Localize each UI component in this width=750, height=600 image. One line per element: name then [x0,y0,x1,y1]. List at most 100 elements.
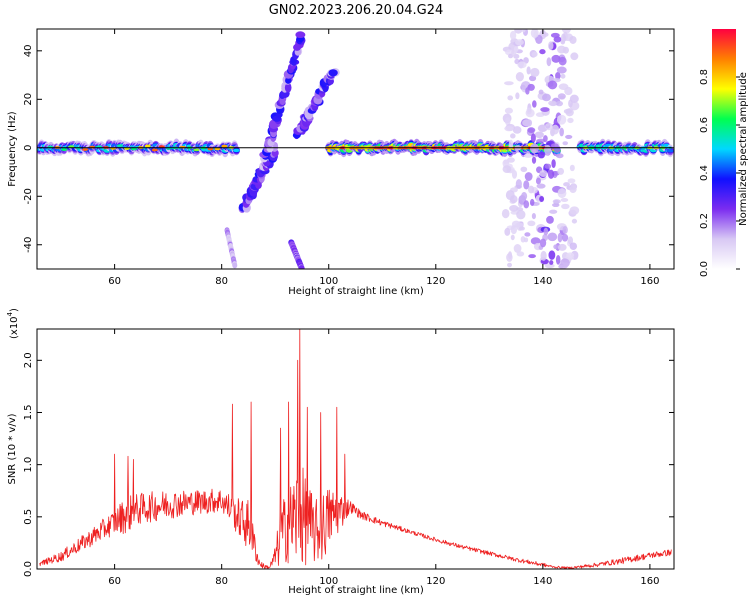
spectral-blob [504,227,511,236]
spectral-blob [523,180,530,190]
spectral-blob [530,67,540,78]
spectral-blob [567,236,574,245]
spectral-blob [560,33,566,43]
spectrogram-x-tick-label: 140 [533,276,552,287]
spectral-blob [548,100,557,106]
spectral-blob [527,185,535,194]
spectral-blob [544,163,552,169]
spectral-blob [284,82,292,93]
spectral-blob [523,200,530,209]
spectral-blob [557,188,567,199]
spectral-blob [559,127,564,137]
spectrogram-x-tick-label: 160 [640,276,659,287]
spectrogram-x-label: Height of straight line (km) [288,286,424,297]
spectral-blob [515,179,522,189]
spectral-blob [502,165,512,173]
spectrogram-x-tick-label: 60 [108,276,121,287]
spectral-blob [527,127,536,133]
spectral-blob [544,144,552,155]
spectral-blob [515,39,524,46]
spectral-blob [515,92,520,100]
spectral-blob [61,148,68,152]
spectral-blob [514,222,524,228]
spectral-blob [82,148,89,151]
spectral-blob [501,208,510,219]
spectral-blob [524,232,531,237]
spectral-blob [569,35,577,44]
spectrogram-y-label: Frequency (Hz) [7,111,18,187]
spectrogram-y-tick-label: 0 [23,145,34,151]
snr-y-label: SNR (10 * v/v) [7,413,18,484]
spectral-blob [516,251,525,257]
spectral-blob [569,242,578,250]
spectral-blob [514,29,523,34]
spectral-blob [551,124,560,135]
spectral-blob [529,143,540,154]
spectral-blob [520,166,528,173]
spectral-blob [526,107,532,115]
spectral-blob [510,225,518,235]
spectral-blob [508,139,514,149]
spectral-blob [560,73,566,79]
spectral-blob [569,185,577,194]
spectral-blob [543,227,549,236]
spectrogram-x-ticks: 60 80 100 120 140 160 [108,29,659,287]
snr-x-tick-label: 120 [426,576,445,587]
spectral-blob [116,144,123,148]
spectral-blob [507,262,513,268]
spectral-blob [506,253,513,262]
spectral-blob [539,169,548,177]
spectral-blob [561,233,569,242]
spectral-blob [328,69,338,77]
spectral-blob [557,93,566,100]
spectral-blob [556,114,567,125]
spectral-blob [293,43,302,51]
spectral-blob [548,41,554,50]
spectral-blob [547,232,558,242]
snr-frame [36,328,675,570]
spectral-blob [550,32,560,38]
spectral-blob [546,215,554,224]
spectrogram-x-tick-label: 80 [215,276,228,287]
spectral-blob [543,135,548,143]
spectral-blob [548,250,556,260]
spectral-blob [232,262,238,269]
spectral-blob [565,108,574,117]
spectral-blob [232,148,240,153]
spectrogram-x-tick-label: 100 [319,276,338,287]
spectral-blob [539,238,547,248]
spectral-blob [530,29,539,38]
spectrogram-y-ticks: -40 -20 0 20 40 [23,44,674,253]
spectrogram-heatmap [37,29,674,269]
spectral-blob [505,190,515,201]
snr-y-tick-label: 0.0 [23,561,34,577]
spectral-blob [531,156,537,164]
spectral-blob [517,61,527,69]
spectrogram-frame [36,28,675,270]
colorbar-tick-label: 0.8 [699,69,710,85]
spectral-blob [504,125,514,132]
snr-plot-area [37,329,674,569]
spectral-blob [666,149,674,153]
spectral-blob [553,36,562,43]
spectral-blob [144,144,151,148]
spectral-blob [536,138,546,143]
figure-title: GN02.2023.206.20.04.G24 [269,3,444,18]
spectral-blob [525,87,530,95]
colorbar-tick-label: 0.0 [699,261,710,277]
spectral-blob [519,226,525,231]
spectral-blob [556,66,567,74]
spectrogram-y-tick-label: 20 [23,93,34,106]
spectral-blob [285,77,292,84]
spectral-blob [551,54,561,63]
spectral-blob [527,83,535,91]
spectral-blob [547,169,555,179]
spectral-blob [298,265,305,269]
spectral-blob [558,264,568,269]
colorbar-ticks: 0.0 0.2 0.4 0.6 0.8 [699,69,740,277]
spectral-blob [531,212,536,220]
snr-x-tick-label: 160 [640,576,659,587]
spectral-blob [532,100,537,108]
spectral-blob [539,49,546,55]
spectral-blob [551,159,556,169]
